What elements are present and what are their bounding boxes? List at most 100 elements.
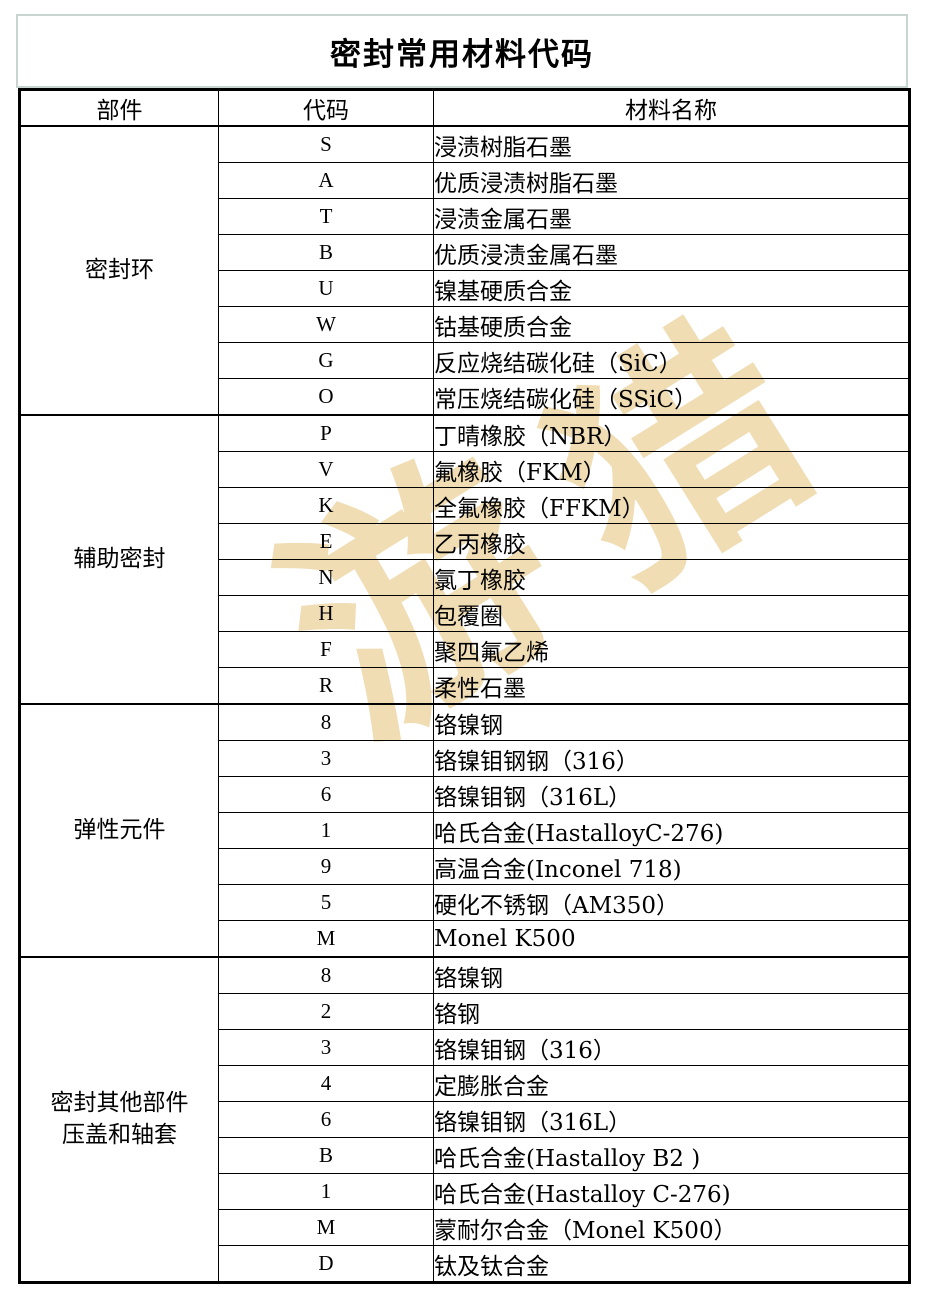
- table-row: B 优质浸渍金属石墨: [20, 234, 910, 271]
- code-cell: 3: [218, 740, 434, 777]
- code-cell: B: [218, 1137, 434, 1174]
- material-name-cell: 氟橡胶（FKM）: [433, 451, 910, 488]
- part-group-label-line1: 密封其他部件: [50, 1090, 189, 1117]
- code-cell: 2: [218, 993, 434, 1030]
- table-row: 密封环 S 浸渍树脂石墨: [19, 125, 910, 416]
- table-row: A 优质浸渍树脂石墨: [20, 162, 910, 199]
- table-row: F 聚四氟乙烯: [20, 631, 910, 668]
- part-group-cell: 辅助密封: [19, 414, 219, 705]
- material-name-cell: 钴基硬质合金: [433, 306, 910, 343]
- material-name-cell: 铬钢: [433, 993, 910, 1030]
- code-cell: U: [218, 270, 434, 307]
- material-name-cell: 铬镍钼钢钢（316）: [433, 740, 910, 777]
- material-name-cell: 浸渍树脂石墨: [433, 125, 910, 163]
- table-body: 密封环 S 浸渍树脂石墨 A 优质浸渍树脂石墨 T 浸渍金属石墨 B 优质浸渍金属石墨 U 镍基硬质…: [19, 125, 910, 1284]
- code-cell: N: [218, 559, 434, 596]
- code-cell: 5: [218, 884, 434, 921]
- table-row: H 包覆圈: [20, 595, 910, 632]
- part-group-cell: 密封环: [19, 125, 219, 416]
- material-name-cell: 优质浸渍树脂石墨: [433, 162, 910, 199]
- material-name-cell: 铬镍钼钢（316）: [433, 1029, 910, 1066]
- table-row: 5 硬化不锈钢（AM350）: [20, 884, 910, 921]
- table-row: 6 铬镍钼钢（316L）: [20, 1101, 910, 1138]
- code-cell: S: [218, 125, 434, 163]
- code-cell: O: [218, 378, 434, 416]
- table-row: K 全氟橡胶（FFKM）: [20, 487, 910, 524]
- material-name-cell: 铬镍钢: [433, 703, 910, 741]
- table-row: G 反应烧结碳化硅（SiC）: [20, 342, 910, 379]
- part-group-cell: 密封其他部件 压盖和轴套: [19, 956, 219, 1284]
- table-row: R 柔性石墨: [20, 667, 910, 705]
- part-group-label-line2: 压盖和轴套: [62, 1121, 177, 1148]
- code-cell: 8: [218, 956, 434, 994]
- table-row: 3 铬镍钼钢（316）: [20, 1029, 910, 1066]
- table-row: M Monel K500: [20, 920, 910, 958]
- code-cell: E: [218, 523, 434, 560]
- table-row: O 常压烧结碳化硅（SSiC）: [20, 378, 910, 416]
- part-group-cell: 弹性元件: [19, 703, 219, 958]
- code-cell: 1: [218, 812, 434, 849]
- code-cell: 6: [218, 1101, 434, 1138]
- code-cell: G: [218, 342, 434, 379]
- code-cell: T: [218, 198, 434, 235]
- material-name-cell: 优质浸渍金属石墨: [433, 234, 910, 271]
- table-row: M 蒙耐尔合金（Monel K500）: [20, 1209, 910, 1246]
- material-name-cell: 高温合金(Inconel 718): [433, 848, 910, 885]
- code-cell: K: [218, 487, 434, 524]
- table-row: 6 铬镍钼钢（316L）: [20, 776, 910, 813]
- material-code-table: 部件 代码 材料名称 密封环 S 浸渍树脂石墨 A 优质浸渍树脂石墨 T 浸渍金属石墨 B 优质…: [18, 88, 911, 1284]
- title-box: 密封常用材料代码: [16, 14, 908, 88]
- material-name-cell: 聚四氟乙烯: [433, 631, 910, 668]
- material-name-cell: 丁晴橡胶（NBR）: [433, 414, 910, 452]
- material-name-cell: 乙丙橡胶: [433, 523, 910, 560]
- material-name-cell: 铬镍钢: [433, 956, 910, 994]
- table-row: 2 铬钢: [20, 993, 910, 1030]
- code-cell: M: [218, 920, 434, 958]
- material-name-cell: 哈氏合金(HastalloyC-276): [433, 812, 910, 849]
- material-name-cell: 哈氏合金(Hastalloy B2 ): [433, 1137, 910, 1174]
- code-cell: 1: [218, 1173, 434, 1210]
- code-cell: 8: [218, 703, 434, 741]
- page-title: 密封常用材料代码: [330, 36, 594, 73]
- material-code-table-wrapper: 部件 代码 材料名称 密封环 S 浸渍树脂石墨 A 优质浸渍树脂石墨 T 浸渍金属石墨 B 优质…: [18, 88, 911, 1284]
- material-name-cell: 定膨胀合金: [433, 1065, 910, 1102]
- material-name-cell: 铬镍钼钢（316L）: [433, 776, 910, 813]
- material-name-cell: 硬化不锈钢（AM350）: [433, 884, 910, 921]
- material-name-cell: 浸渍金属石墨: [433, 198, 910, 235]
- material-name-cell: 柔性石墨: [433, 667, 910, 705]
- table-row: 密封其他部件 压盖和轴套 8 铬镍钢: [19, 956, 910, 1284]
- table-row: N 氯丁橡胶: [20, 559, 910, 596]
- table-header: 部件 代码 材料名称: [19, 89, 910, 127]
- code-cell: F: [218, 631, 434, 668]
- material-name-cell: 镍基硬质合金: [433, 270, 910, 307]
- column-header-code: 代码: [218, 89, 434, 127]
- table-row: E 乙丙橡胶: [20, 523, 910, 560]
- material-name-cell: Monel K500: [433, 920, 910, 958]
- code-cell: W: [218, 306, 434, 343]
- material-name-cell: 全氟橡胶（FFKM）: [433, 487, 910, 524]
- code-cell: 6: [218, 776, 434, 813]
- material-name-cell: 氯丁橡胶: [433, 559, 910, 596]
- material-name-cell: 反应烧结碳化硅（SiC）: [433, 342, 910, 379]
- material-name-cell: 常压烧结碳化硅（SSiC）: [433, 378, 910, 416]
- header-row: 部件 代码 材料名称: [19, 89, 910, 127]
- material-name-cell: 蒙耐尔合金（Monel K500）: [433, 1209, 910, 1246]
- code-cell: 4: [218, 1065, 434, 1102]
- material-name-cell: 铬镍钼钢（316L）: [433, 1101, 910, 1138]
- code-cell: B: [218, 234, 434, 271]
- column-header-part: 部件: [19, 89, 219, 127]
- code-cell: H: [218, 595, 434, 632]
- table-row: T 浸渍金属石墨: [20, 198, 910, 235]
- code-cell: R: [218, 667, 434, 705]
- table-row: B 哈氏合金(Hastalloy B2 ): [20, 1137, 910, 1174]
- material-name-cell: 包覆圈: [433, 595, 910, 632]
- code-cell: D: [218, 1245, 434, 1284]
- table-row: 9 高温合金(Inconel 718): [20, 848, 910, 885]
- column-header-material-name: 材料名称: [433, 89, 910, 127]
- code-cell: 3: [218, 1029, 434, 1066]
- code-cell: V: [218, 451, 434, 488]
- table-row: 辅助密封 P 丁晴橡胶（NBR）: [19, 414, 910, 705]
- table-row: V 氟橡胶（FKM）: [20, 451, 910, 488]
- table-row: 4 定膨胀合金: [20, 1065, 910, 1102]
- code-cell: 9: [218, 848, 434, 885]
